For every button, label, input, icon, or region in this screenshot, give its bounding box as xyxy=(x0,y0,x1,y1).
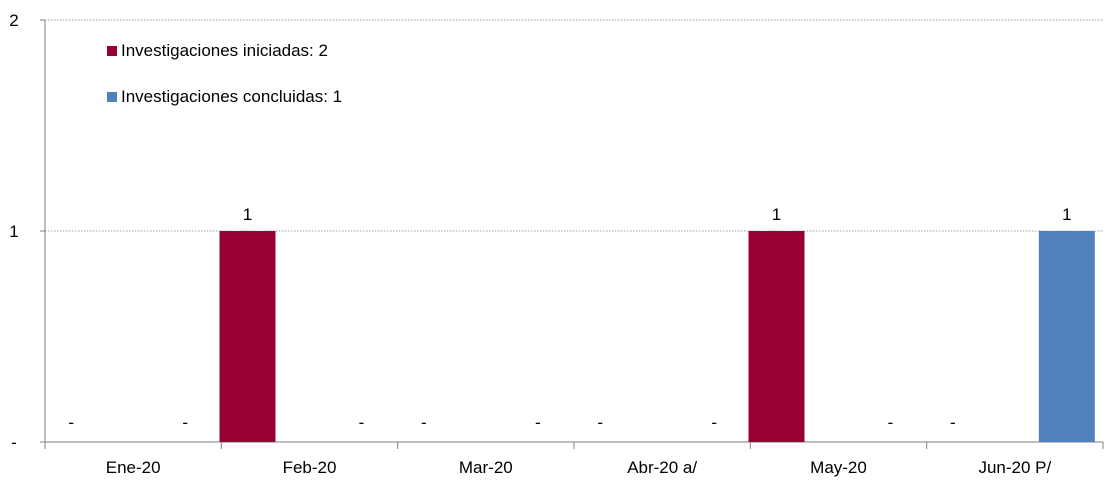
data-label: - xyxy=(888,413,894,432)
data-label: - xyxy=(182,413,188,432)
x-tick-label: Feb-20 xyxy=(283,458,337,477)
x-tick-label: May-20 xyxy=(810,458,867,477)
x-tick-label: Mar-20 xyxy=(459,458,513,477)
data-label: - xyxy=(711,413,717,432)
gridlines xyxy=(45,19,1103,232)
legend: Investigaciones iniciadas: 2 Investigacio… xyxy=(107,41,342,106)
legend-swatch xyxy=(107,46,117,56)
data-label: 1 xyxy=(772,205,781,224)
y-tick-label: 2 xyxy=(9,11,18,30)
legend-label: Investigaciones concluidas: 1 xyxy=(121,87,342,106)
data-label: - xyxy=(535,413,541,432)
x-tick-label: Jun-20 P/ xyxy=(978,458,1051,477)
bar xyxy=(1038,231,1095,442)
bar xyxy=(219,231,276,442)
bar xyxy=(748,231,805,442)
data-label: - xyxy=(597,413,603,432)
y-tick-label: - xyxy=(11,433,17,452)
x-tick-label: Abr-20 a/ xyxy=(627,458,697,477)
axes: - 1 2 Ene-20 Feb-20 Mar-20 Abr-20 a/May-20 Jun-… xyxy=(9,11,1104,477)
legend-label: Investigaciones iniciadas: 2 xyxy=(121,41,328,60)
data-label: 1 xyxy=(243,205,252,224)
data-label: 1 xyxy=(1062,205,1071,224)
data-label: - xyxy=(421,413,427,432)
y-tick-label: 1 xyxy=(9,222,18,241)
legend-swatch xyxy=(107,92,117,102)
data-label: - xyxy=(950,413,956,432)
data-label: - xyxy=(68,413,74,432)
data-label: - xyxy=(359,413,365,432)
bars xyxy=(219,231,1095,442)
data-labels: - 1 - - 1 - - - - - - 1 xyxy=(68,205,1071,432)
x-tick-label: Ene-20 xyxy=(106,458,161,477)
